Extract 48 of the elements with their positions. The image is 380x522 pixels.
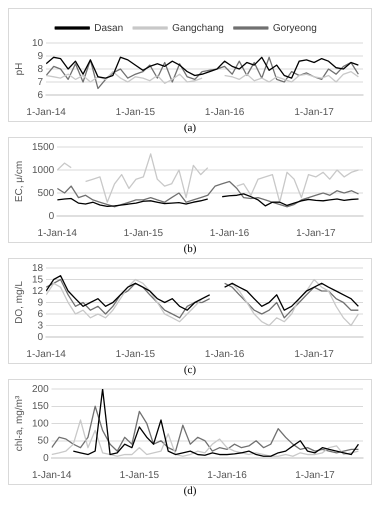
x-tick-label: 1-Jan-14	[32, 470, 72, 481]
y-tick-label: 9	[38, 50, 44, 62]
y-axis-title: EC, μ/cm	[14, 160, 25, 202]
x-tick-label: 1-Jan-15	[124, 228, 164, 239]
y-tick-label: 15	[32, 274, 44, 286]
y-axis-title: DO, mg/L	[14, 280, 25, 324]
x-tick-label: 1-Jan-17	[295, 470, 336, 481]
y-tick-label: 150	[32, 401, 50, 412]
x-tick-label: 1-Jan-15	[120, 470, 160, 481]
y-tick-label: 7	[38, 76, 44, 88]
y-tick-label: 1000	[32, 164, 55, 176]
y-tick-label: 10	[32, 38, 44, 49]
y-tick-label: 200	[32, 384, 50, 395]
y-tick-label: 1500	[32, 142, 55, 153]
x-tick-label: 1-Jan-17	[294, 106, 334, 118]
x-tick-label: 1-Jan-16	[204, 106, 245, 118]
y-tick-label: 8	[38, 64, 44, 75]
x-tick-label: 1-Jan-17	[296, 228, 336, 239]
text: (b)	[182, 243, 198, 256]
x-tick-label: 1-Jan-17	[294, 348, 334, 360]
y-tick-label: 50	[38, 436, 50, 446]
y-tick-label: 6	[38, 308, 44, 320]
legend-label: Dasan	[94, 22, 124, 34]
legend-label: Goryeong	[272, 22, 317, 34]
y-axis-title: pH	[14, 62, 25, 76]
y-axis-title: chl-a, mg/m³	[14, 395, 25, 452]
y-tick-label: 6	[38, 90, 44, 101]
text: (d)	[182, 485, 198, 498]
x-tick-label: 1-Jan-16	[204, 348, 245, 360]
x-tick-label: 1-Jan-14	[26, 348, 66, 360]
x-tick-label: 1-Jan-16	[207, 470, 248, 481]
y-tick-label: 100	[32, 418, 50, 430]
y-tick-label: 9	[38, 297, 44, 308]
x-tick-label: 1-Jan-16	[210, 228, 250, 239]
y-tick-label: 500	[38, 188, 55, 199]
x-tick-label: 1-Jan-14	[38, 228, 78, 239]
y-tick-label: 0	[48, 210, 55, 222]
legend-label: Gangchang	[172, 22, 224, 34]
y-tick-label: 0	[38, 332, 44, 343]
y-tick-label: 12	[32, 286, 44, 297]
x-tick-label: 1-Jan-15	[116, 348, 156, 360]
text: (c)	[182, 364, 198, 377]
text: (a)	[182, 122, 198, 135]
x-tick-label: 1-Jan-14	[26, 106, 66, 118]
x-tick-label: 1-Jan-15	[116, 106, 156, 118]
y-tick-label: 3	[38, 320, 44, 332]
y-tick-label: 18	[32, 262, 44, 274]
y-tick-label: 0	[43, 452, 50, 464]
